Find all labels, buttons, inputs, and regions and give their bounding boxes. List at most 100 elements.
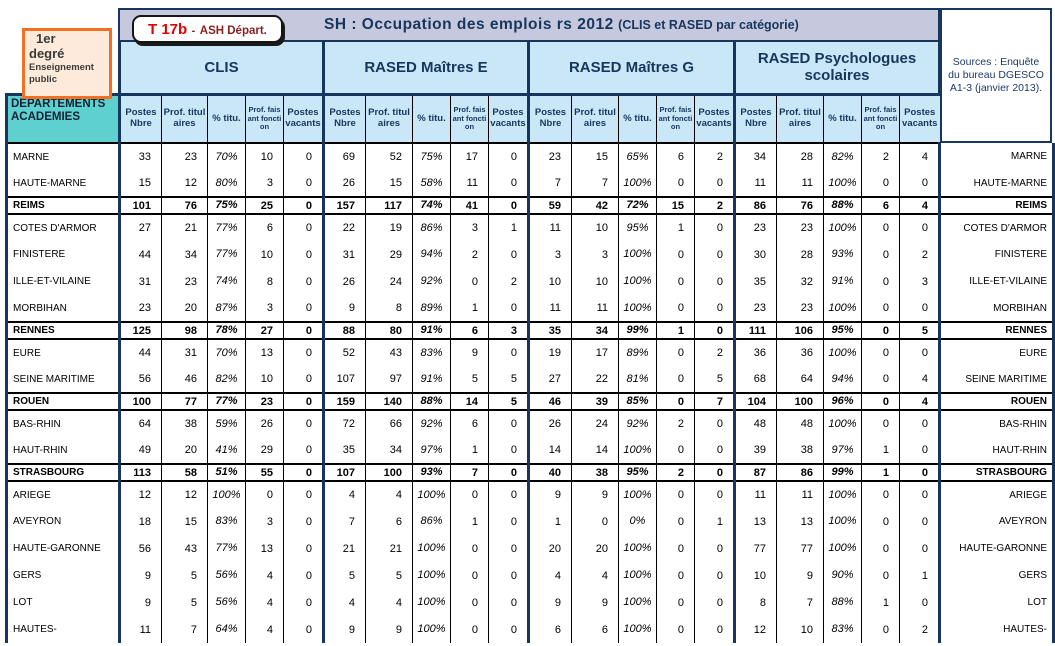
data-cell: 0 bbox=[488, 508, 529, 535]
data-cell: 5 bbox=[694, 366, 735, 393]
data-cell: 5 bbox=[161, 562, 208, 589]
column-subheader: Postes Nbre bbox=[733, 94, 777, 144]
data-cell: 0 bbox=[694, 616, 735, 643]
data-cell: 0 bbox=[861, 339, 900, 366]
data-cell: 95% bbox=[823, 321, 862, 340]
data-cell: 0 bbox=[656, 268, 695, 295]
data-cell: 100% bbox=[823, 410, 862, 437]
data-cell: 95% bbox=[618, 463, 657, 482]
data-cell: 23 bbox=[161, 143, 208, 170]
table-row: STRASBOURG 113 58 51% 55 0 107 100 93% 7 0 40 38 95% 2… bbox=[5, 463, 1055, 482]
data-cell: 0 bbox=[694, 214, 735, 241]
data-cell: 0 bbox=[571, 508, 619, 535]
data-cell: 0 bbox=[488, 339, 529, 366]
data-cell: 0 bbox=[656, 366, 695, 393]
data-cell: 0 bbox=[283, 321, 324, 340]
data-cell: 82% bbox=[823, 143, 862, 170]
data-cell: 9 bbox=[527, 589, 572, 616]
table-row: HAUT-RHIN 49 20 41% 29 0 35 34 97% 1 0 14 14 100% 0 0 39… bbox=[5, 437, 1055, 464]
data-cell: 7 bbox=[776, 589, 824, 616]
data-cell: 0 bbox=[694, 241, 735, 268]
table-row: MORBIHAN 23 20 87% 3 0 9 8 89% 1 0 11 11 100% 0 0 23 23 10… bbox=[5, 295, 1055, 322]
data-cell: 100% bbox=[618, 295, 657, 322]
row-label-right: FINISTERE bbox=[938, 241, 1055, 268]
data-cell: 14 bbox=[571, 437, 619, 464]
data-cell: 125 bbox=[118, 321, 162, 340]
table-row: LOT 9 5 56% 4 0 4 4 100% 0 0 9 9 100% 0 0 8 7 88% 1 0 LOT bbox=[5, 589, 1055, 616]
data-cell: 106 bbox=[776, 321, 824, 340]
data-cell: 4 bbox=[899, 366, 940, 393]
data-cell: 11 bbox=[571, 295, 619, 322]
data-cell: 4 bbox=[527, 562, 572, 589]
data-cell: 88 bbox=[322, 321, 366, 340]
data-cell: 0 bbox=[656, 508, 695, 535]
data-cell: 23 bbox=[245, 392, 284, 411]
data-cell: 77% bbox=[207, 214, 246, 241]
data-cell: 34 bbox=[365, 437, 413, 464]
data-cell: 27 bbox=[527, 366, 572, 393]
data-cell: 0 bbox=[488, 241, 529, 268]
data-cell: 9 bbox=[776, 562, 824, 589]
data-cell: 0 bbox=[656, 295, 695, 322]
data-cell: 0 bbox=[861, 295, 900, 322]
data-cell: 24 bbox=[571, 410, 619, 437]
data-cell: 0 bbox=[488, 535, 529, 562]
data-cell: 1 bbox=[656, 214, 695, 241]
data-cell: 10 bbox=[527, 268, 572, 295]
data-cell: 5 bbox=[488, 392, 529, 411]
data-cell: 3 bbox=[450, 214, 489, 241]
data-cell: 36 bbox=[776, 339, 824, 366]
data-cell: 0 bbox=[656, 535, 695, 562]
data-cell: 5 bbox=[899, 321, 940, 340]
data-cell: 0 bbox=[694, 410, 735, 437]
row-label-right: HAUTE-GARONNE bbox=[938, 535, 1055, 562]
data-cell: 12 bbox=[161, 481, 208, 508]
data-cell: 11 bbox=[527, 214, 572, 241]
data-cell: 4 bbox=[899, 196, 940, 215]
data-cell: 0 bbox=[283, 508, 324, 535]
data-cell: 7 bbox=[161, 616, 208, 643]
data-cell: 70% bbox=[207, 339, 246, 366]
data-cell: 9 bbox=[365, 616, 413, 643]
data-cell: 58 bbox=[161, 463, 208, 482]
data-cell: 5 bbox=[322, 562, 366, 589]
table-row: RENNES 125 98 78% 27 0 88 80 91% 6 3 35 34 99% 1 0 111 10… bbox=[5, 321, 1055, 340]
row-label-right: REIMS bbox=[938, 196, 1055, 215]
data-cell: 0 bbox=[283, 295, 324, 322]
data-cell: 0 bbox=[656, 562, 695, 589]
sheet-tab-t17b[interactable]: T 17b - ASH Départ. bbox=[132, 15, 283, 43]
data-cell: 3 bbox=[899, 268, 940, 295]
data-cell: 92% bbox=[412, 410, 451, 437]
data-cell: 8 bbox=[733, 589, 777, 616]
data-cell: 0 bbox=[283, 562, 324, 589]
data-cell: 15 bbox=[571, 143, 619, 170]
row-label-right: BAS-RHIN bbox=[938, 410, 1055, 437]
data-cell: 28 bbox=[776, 143, 824, 170]
data-cell: 0 bbox=[245, 481, 284, 508]
data-cell: 10 bbox=[571, 214, 619, 241]
data-cell: 72% bbox=[618, 196, 657, 215]
data-cell: 101 bbox=[118, 196, 162, 215]
data-cell: 96% bbox=[823, 392, 862, 411]
data-cell: 56% bbox=[207, 589, 246, 616]
data-cell: 77% bbox=[207, 535, 246, 562]
data-cell: 13 bbox=[245, 339, 284, 366]
table-row: HAUTES- 11 7 64% 4 0 9 9 100% 0 0 6 6 100% 0 0 12 10 83% 0 2… bbox=[5, 616, 1055, 643]
data-cell: 100% bbox=[412, 562, 451, 589]
data-cell: 100% bbox=[823, 339, 862, 366]
data-cell: 4 bbox=[245, 589, 284, 616]
page-title-suffix: (CLIS et RASED par catégorie) bbox=[618, 18, 799, 32]
data-cell: 86 bbox=[776, 463, 824, 482]
data-cell: 15 bbox=[365, 170, 413, 197]
data-cell: 99% bbox=[823, 463, 862, 482]
data-cell: 100% bbox=[823, 481, 862, 508]
data-cell: 34 bbox=[571, 321, 619, 340]
data-cell: 21 bbox=[161, 214, 208, 241]
data-cell: 27 bbox=[118, 214, 162, 241]
data-cell: 18 bbox=[118, 508, 162, 535]
data-cell: 0 bbox=[488, 170, 529, 197]
data-cell: 66 bbox=[365, 410, 413, 437]
data-cell: 100% bbox=[618, 562, 657, 589]
data-cell: 111 bbox=[733, 321, 777, 340]
data-cell: 1 bbox=[450, 437, 489, 464]
